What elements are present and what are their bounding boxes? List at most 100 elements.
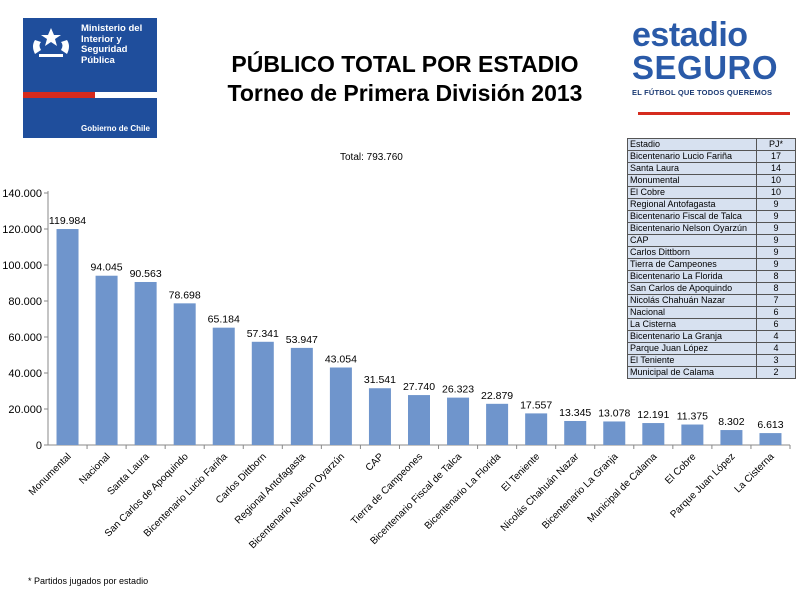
table-row: Municipal de Calama 2 <box>627 366 796 379</box>
chart-title: PÚBLICO TOTAL POR ESTADIO Torneo de Prim… <box>160 50 650 108</box>
data-label: 6.613 <box>757 419 783 431</box>
data-label: 13.345 <box>559 407 591 419</box>
y-tick-label: 40.000 <box>8 368 42 380</box>
bar <box>525 413 548 445</box>
stadium-cell: Nicolás Chahuán Nazar <box>627 294 757 307</box>
gobierno-de-chile-logo: Ministerio del Interior y Seguridad Públ… <box>23 18 157 138</box>
games-cell: 8 <box>756 270 796 283</box>
data-label: 13.078 <box>598 407 630 419</box>
y-tick-label: 100.000 <box>2 260 42 272</box>
y-tick-label: 120.000 <box>2 224 42 236</box>
gov-logo-text: Ministerio del Interior y Seguridad Públ… <box>81 23 153 66</box>
brand-tagline: EL FÚTBOL QUE TODOS QUEREMOS <box>632 88 773 97</box>
table-row: Bicentenario Fiscal de Talca 9 <box>627 210 796 223</box>
bar <box>564 420 587 445</box>
games-cell: PJ* <box>756 138 796 151</box>
stadium-cell: Carlos Dittborn <box>627 246 757 259</box>
table-row: Bicentenario La Florida 8 <box>627 270 796 283</box>
data-label: 31.541 <box>364 374 396 386</box>
games-cell: 6 <box>756 306 796 319</box>
x-tick-label: El Cobre <box>663 451 699 487</box>
data-label: 43.054 <box>325 354 357 366</box>
games-cell: 14 <box>756 162 796 175</box>
data-label: 11.375 <box>677 411 708 423</box>
data-label: 8.302 <box>718 416 744 428</box>
bar <box>603 421 626 445</box>
stadium-cell: Bicentenario Fiscal de Talca <box>627 210 757 223</box>
chart-title-line-2: Torneo de Primera División 2013 <box>227 80 583 106</box>
bar <box>759 433 782 445</box>
table-row: La Cisterna 6 <box>627 318 796 331</box>
data-label: 94.045 <box>91 262 123 274</box>
brand-line-1: estadio <box>632 16 748 54</box>
data-label: 78.698 <box>169 289 201 301</box>
y-tick-label: 140.000 <box>2 188 42 200</box>
bar <box>368 388 391 445</box>
y-tick-label: 0 <box>36 440 42 452</box>
table-row: Nicolás Chahuán Nazar 7 <box>627 294 796 307</box>
stadium-cell: Tierra de Campeones <box>627 258 757 271</box>
chart-title-line-1: PÚBLICO TOTAL POR ESTADIO <box>231 51 579 77</box>
bar <box>251 341 274 445</box>
games-cell: 4 <box>756 342 796 355</box>
x-tick-label: CAP <box>364 451 387 474</box>
data-label: 26.323 <box>442 384 474 396</box>
estadio-seguro-logo: estadio SEGURO EL FÚTBOL QUE TODOS QUERE… <box>632 18 790 118</box>
bar <box>408 395 430 445</box>
stadium-cell: Municipal de Calama <box>627 366 757 379</box>
footnote: * Partidos jugados por estadio <box>28 576 149 586</box>
bar <box>681 424 704 445</box>
gov-text-line-1: Ministerio del <box>81 23 143 34</box>
stadium-cell: CAP <box>627 234 757 247</box>
bar <box>720 430 743 445</box>
gov-text-line-4: Pública <box>81 54 115 66</box>
games-cell: 2 <box>756 366 796 379</box>
table-row: Nacional 6 <box>627 306 796 319</box>
stadium-cell: Bicentenario La Granja <box>627 330 757 343</box>
data-label: 12.191 <box>637 409 669 421</box>
data-label: 53.947 <box>286 334 318 346</box>
games-cell: 17 <box>756 150 796 163</box>
data-label: 27.740 <box>403 381 435 393</box>
bar <box>134 281 157 445</box>
gov-text-line-2: Interior y <box>81 33 122 45</box>
x-tick-label: Monumental <box>27 451 74 498</box>
y-tick-label: 20.000 <box>8 404 42 416</box>
stadium-cell: Nacional <box>627 306 757 319</box>
gov-logo-footer: Gobierno de Chile <box>81 124 150 133</box>
x-tick-label: Tierra de Campeones <box>349 451 425 527</box>
brand-line-2: SEGURO <box>632 49 779 86</box>
data-label: 22.879 <box>481 390 513 402</box>
chile-crest-icon <box>33 28 69 57</box>
bar <box>56 229 79 445</box>
bar <box>173 303 196 445</box>
bar <box>212 327 235 445</box>
stadium-cell: La Cisterna <box>627 318 757 331</box>
games-cell: 10 <box>756 186 796 199</box>
bar <box>447 397 470 445</box>
table-row: Bicentenario Lucio Fariña 17 <box>627 150 796 163</box>
gov-flag-white <box>95 92 157 98</box>
x-tick-label: Regional Antofagasta <box>233 451 308 526</box>
table-row: Tierra de Campeones 9 <box>627 258 796 271</box>
data-label: 57.341 <box>247 328 279 340</box>
games-played-table: Estadio PJ* Bicentenario Lucio Fariña 17 San… <box>627 138 796 379</box>
bar <box>329 367 352 445</box>
gov-text-line-3: Seguridad <box>81 44 128 55</box>
table-row: CAP 9 <box>627 234 796 247</box>
x-tick-label: Nacional <box>77 451 112 486</box>
table-row: Parque Juan López 4 <box>627 342 796 355</box>
x-tick-label: La Cisterna <box>733 451 777 495</box>
chart-subtitle: Total: 793.760 <box>340 152 403 163</box>
stadium-cell: Monumental <box>627 174 757 187</box>
bar <box>486 403 509 445</box>
games-cell: 9 <box>756 198 796 211</box>
y-tick-label: 80.000 <box>8 296 42 308</box>
x-tick-label: Parque Juan López <box>668 451 737 520</box>
games-cell: 9 <box>756 222 796 235</box>
data-label: 17.557 <box>520 399 552 411</box>
table-row: Regional Antofagasta 9 <box>627 198 796 211</box>
table-row: Monumental 10 <box>627 174 796 187</box>
data-label: 90.563 <box>130 268 162 280</box>
